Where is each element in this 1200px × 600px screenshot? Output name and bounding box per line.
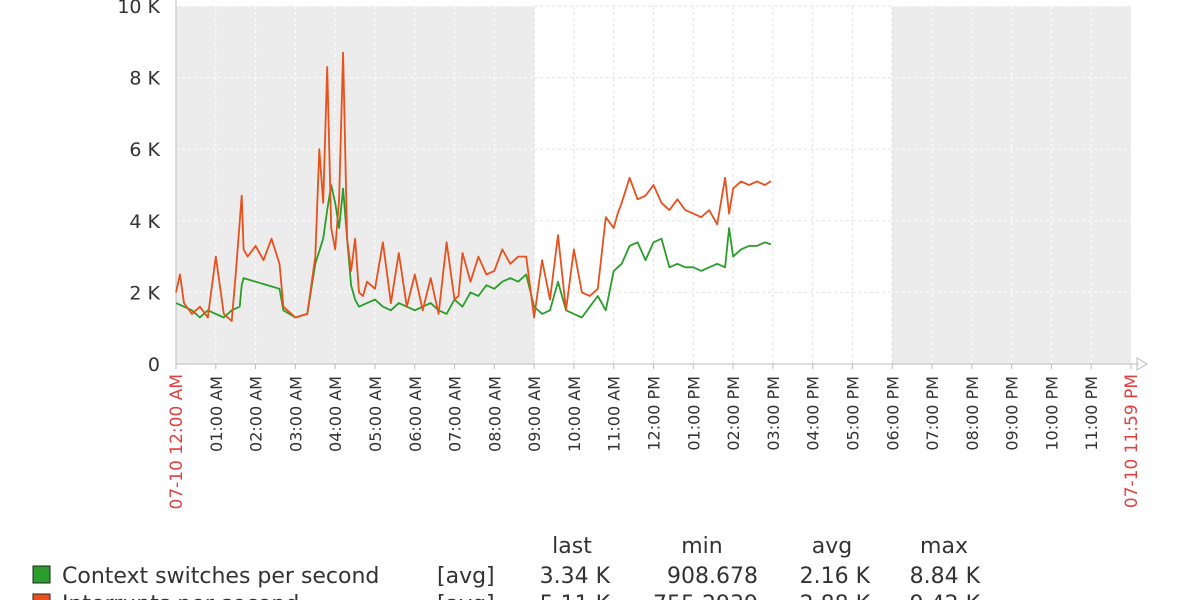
legend-swatch-context-switches xyxy=(32,565,51,584)
x-tick-label: 04:00 AM xyxy=(326,376,345,452)
plot-background xyxy=(176,6,1131,364)
legend-last-context-switches: 3.34 K xyxy=(540,564,611,589)
series-lines xyxy=(175,51,772,322)
x-end-label: 07-10 11:59 PM xyxy=(1122,374,1142,508)
series-line-interrupts xyxy=(175,51,772,322)
x-tick-label: 04:00 PM xyxy=(804,376,823,451)
x-start-label: 07-10 12:00 AM xyxy=(167,374,187,510)
x-tick-label: 01:00 AM xyxy=(207,376,226,452)
legend-max-context-switches: 8.84 K xyxy=(910,564,981,589)
y-tick-label: 6 K xyxy=(129,139,160,161)
x-tick-label: 08:00 PM xyxy=(963,376,982,451)
series-line-context-switches xyxy=(175,184,772,319)
x-tick-label: 02:00 PM xyxy=(724,376,743,451)
x-tick-label: 05:00 AM xyxy=(366,376,385,452)
x-axis-arrow xyxy=(1136,357,1148,371)
legend-header-avg: avg xyxy=(812,534,852,559)
x-tick-label: 06:00 AM xyxy=(406,376,425,452)
x-tick-label: 11:00 PM xyxy=(1082,376,1101,451)
legend-name-interrupts: Interrupts per second xyxy=(62,592,299,600)
y-tick-labels: 0 2 K 4 K 6 K 8 K 10 K xyxy=(117,0,160,376)
x-tick-label: 11:00 AM xyxy=(605,376,624,452)
x-tick-label: 07:00 AM xyxy=(446,376,465,452)
legend-min-context-switches: 908.678 xyxy=(667,564,758,589)
legend-min-interrupts: 755.2939 xyxy=(653,592,758,600)
y-tick-label: 4 K xyxy=(129,211,160,233)
x-tick-label: 10:00 AM xyxy=(565,376,584,452)
x-tick-label: 09:00 AM xyxy=(525,376,544,452)
legend-header-last: last xyxy=(552,534,592,559)
x-tick-label: 12:00 PM xyxy=(645,376,664,451)
legend-header-min: min xyxy=(681,534,723,559)
y-tick-label: 0 xyxy=(148,354,160,376)
legend-name-context-switches: Context switches per second xyxy=(62,564,379,589)
x-tick-label: 08:00 AM xyxy=(485,376,504,452)
x-tick-label: 05:00 PM xyxy=(843,376,862,451)
shaded-period-1 xyxy=(892,6,1131,364)
legend-avg-context-switches: 2.16 K xyxy=(800,564,871,589)
x-tick-labels: 01:00 AM 02:00 AM 03:00 AM 04:00 AM 05:00 AM… xyxy=(207,376,1101,452)
legend-avg-interrupts: 2.88 K xyxy=(800,592,871,600)
y-tick-label: 2 K xyxy=(129,282,160,304)
legend-swatch-interrupts xyxy=(32,593,51,600)
legend-header-max: max xyxy=(920,534,968,559)
x-tick-label: 09:00 PM xyxy=(1003,376,1022,451)
x-tick-label: 07:00 PM xyxy=(923,376,942,451)
x-tick-label: 06:00 PM xyxy=(883,376,902,451)
x-tick-label: 02:00 AM xyxy=(247,376,266,452)
legend-max-interrupts: 9.42 K xyxy=(910,592,981,600)
x-tick-label: 03:00 AM xyxy=(286,376,305,452)
x-tick-label: 01:00 PM xyxy=(684,376,703,451)
shaded-period-0 xyxy=(176,6,535,364)
legend-func-context-switches: [avg] xyxy=(437,564,495,589)
y-tick-label: 10 K xyxy=(117,0,160,18)
x-tick-label: 10:00 PM xyxy=(1042,376,1061,451)
y-tick-label: 8 K xyxy=(129,68,160,90)
legend: last min avg max Context switches per se… xyxy=(32,534,981,600)
x-tick-label: 03:00 PM xyxy=(764,376,783,451)
legend-func-interrupts: [avg] xyxy=(437,592,495,600)
legend-last-interrupts: 5.11 K xyxy=(540,592,611,600)
